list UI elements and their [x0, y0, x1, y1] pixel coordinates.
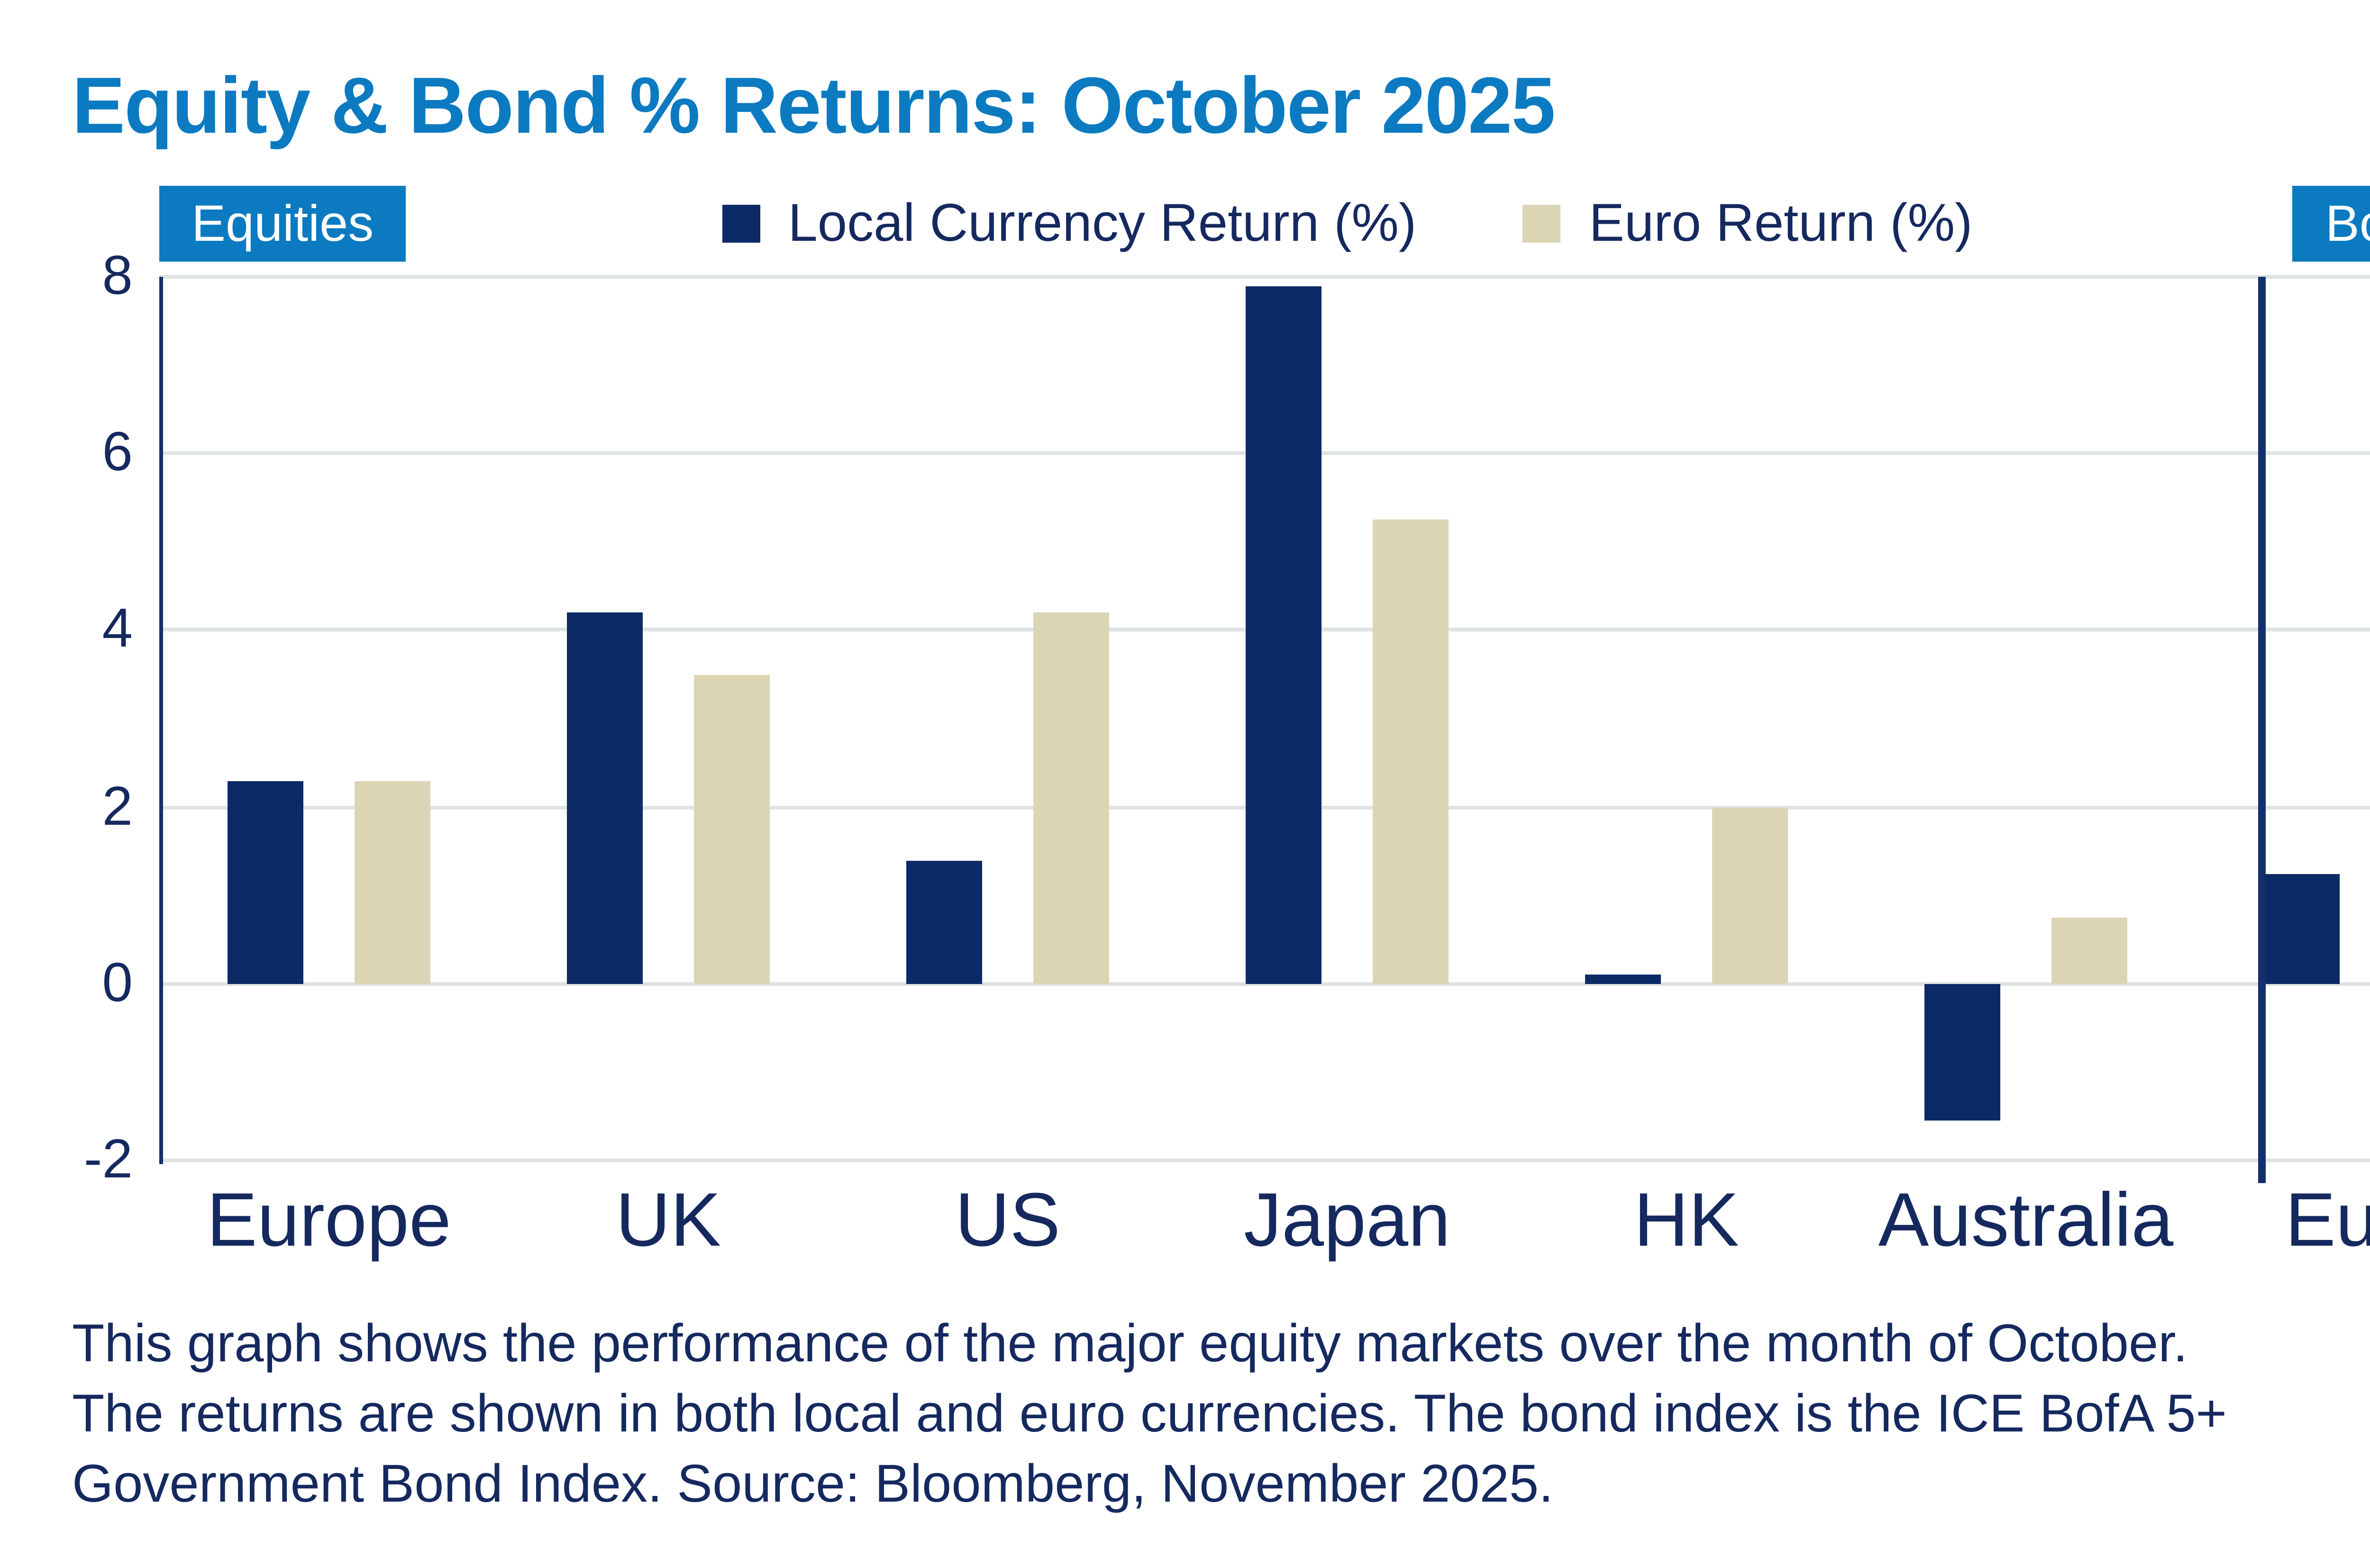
footer-line: This graph shows the performance of the …: [72, 1314, 2188, 1373]
y-tick-label-2: 2: [102, 776, 133, 838]
legend-item-euro-return: Euro Return (%): [1522, 193, 1973, 254]
gridline-y-8: [159, 275, 2370, 279]
x-category-label-australia: Australia: [1878, 1179, 2174, 1263]
footer-line: The returns are shown in both local and …: [72, 1384, 2227, 1443]
plot-area: [159, 275, 2370, 1183]
x-category-label-japan: Japan: [1244, 1179, 1450, 1263]
bar-uk-euro-return: [694, 674, 770, 984]
gridline-y--2: [159, 1158, 2370, 1162]
x-category-label-euro: Euro: [2285, 1179, 2370, 1263]
legend-label-euro-return: Euro Return (%): [1589, 193, 1973, 252]
bar-australia-euro-return: [2051, 917, 2127, 984]
bar-australia-local-currency: [1924, 984, 2000, 1121]
bar-hk-euro-return: [1712, 807, 1788, 984]
y-tick-label-4: 4: [102, 600, 133, 661]
bar-hk-local-currency: [1585, 975, 1661, 984]
footer-caption: This graph shows the performance of the …: [72, 1308, 2227, 1519]
bar-uk-local-currency: [567, 612, 643, 984]
y-tick-label-0: 0: [102, 953, 133, 1014]
equities-section-badge: Equities: [159, 186, 406, 262]
legend-swatch-local-currency: [721, 205, 760, 243]
bar-japan-local-currency: [1246, 285, 1322, 984]
x-category-label-europe: Europe: [207, 1179, 451, 1263]
y-tick-label--2: -2: [83, 1130, 133, 1191]
y-tick-label-6: 6: [102, 423, 133, 484]
legend-item-local-currency: Local Currency Return (%): [721, 193, 1417, 254]
bar-japan-euro-return: [1373, 520, 1449, 984]
equities-bonds-separator-line: [2258, 277, 2266, 1183]
y-tick-label-8: 8: [102, 246, 133, 307]
bar-us-euro-return: [1033, 612, 1109, 984]
page-title: Equity & Bond % Returns: October 2025: [72, 61, 1556, 150]
x-category-label-hk: HK: [1633, 1179, 1740, 1263]
bonds-section-badge: Bonds: [2293, 186, 2370, 262]
legend-label-local-currency: Local Currency Return (%): [788, 193, 1417, 252]
x-category-label-us: US: [955, 1179, 1061, 1263]
bar-euro-local-currency: [2264, 873, 2340, 984]
chart-legend: Local Currency Return (%) Euro Return (%…: [159, 186, 2370, 262]
bar-us-local-currency: [906, 860, 982, 984]
bar-europe-euro-return: [355, 780, 430, 984]
gridline-y-0: [159, 982, 2370, 986]
footer-line: Government Bond Index. Source: Bloomberg…: [72, 1454, 1554, 1513]
legend-swatch-euro-return: [1522, 205, 1561, 243]
y-axis-line: [159, 277, 163, 1164]
x-category-label-uk: UK: [615, 1179, 721, 1263]
bar-europe-local-currency: [228, 780, 303, 984]
